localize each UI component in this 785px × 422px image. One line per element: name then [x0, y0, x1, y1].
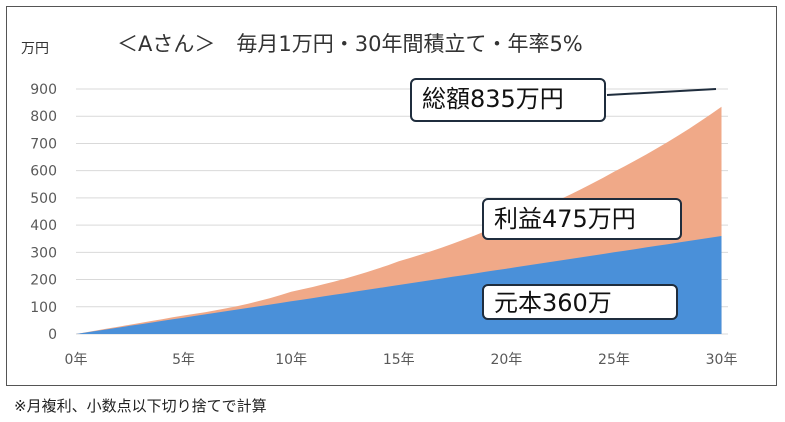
y-tick-label: 100 [30, 300, 57, 316]
y-tick-label: 900 [30, 82, 57, 98]
y-tick-label: 700 [30, 136, 57, 152]
y-tick-label: 300 [30, 245, 57, 261]
y-tick-label: 0 [48, 327, 57, 343]
x-tick-label: 20年 [490, 352, 522, 368]
y-tick-labels: 0 100 200 300 400 500 600 700 800 900 [30, 82, 57, 343]
y-tick-label: 800 [30, 109, 57, 125]
callout-leader-line [606, 88, 717, 96]
total-callout: 総額835万円 [410, 78, 606, 122]
x-tick-labels: 0年 5年 10年 15年 20年 25年 30年 [65, 352, 738, 368]
grid-lines [76, 88, 728, 335]
x-tick-label: 30年 [706, 352, 738, 368]
y-axis-unit-label: 万円 [21, 41, 49, 57]
x-tick-label: 5年 [172, 352, 195, 368]
x-tick-label: 10年 [275, 352, 307, 368]
x-tick-label: 15年 [383, 352, 415, 368]
chart-title: ＜Aさん＞ 毎月1万円・30年間積立て・年率5% [117, 32, 583, 56]
principal-callout: 元本360万 [482, 284, 678, 320]
y-tick-label: 200 [30, 273, 57, 289]
area-chart: 万円 ＜Aさん＞ 毎月1万円・30年間積立て・年率5% 0 100 200 300 40… [21, 32, 738, 368]
footnote: ※月複利、小数点以下切り捨てで計算 [14, 397, 267, 415]
profit-callout: 利益475万円 [482, 198, 682, 240]
y-tick-label: 500 [30, 191, 57, 207]
x-tick-label: 0年 [65, 352, 88, 368]
chart-frame: 万円 ＜Aさん＞ 毎月1万円・30年間積立て・年率5% 0 100 200 300 40… [6, 6, 777, 386]
y-tick-label: 400 [30, 218, 57, 234]
x-tick-label: 25年 [598, 352, 630, 368]
y-tick-label: 600 [30, 164, 57, 180]
